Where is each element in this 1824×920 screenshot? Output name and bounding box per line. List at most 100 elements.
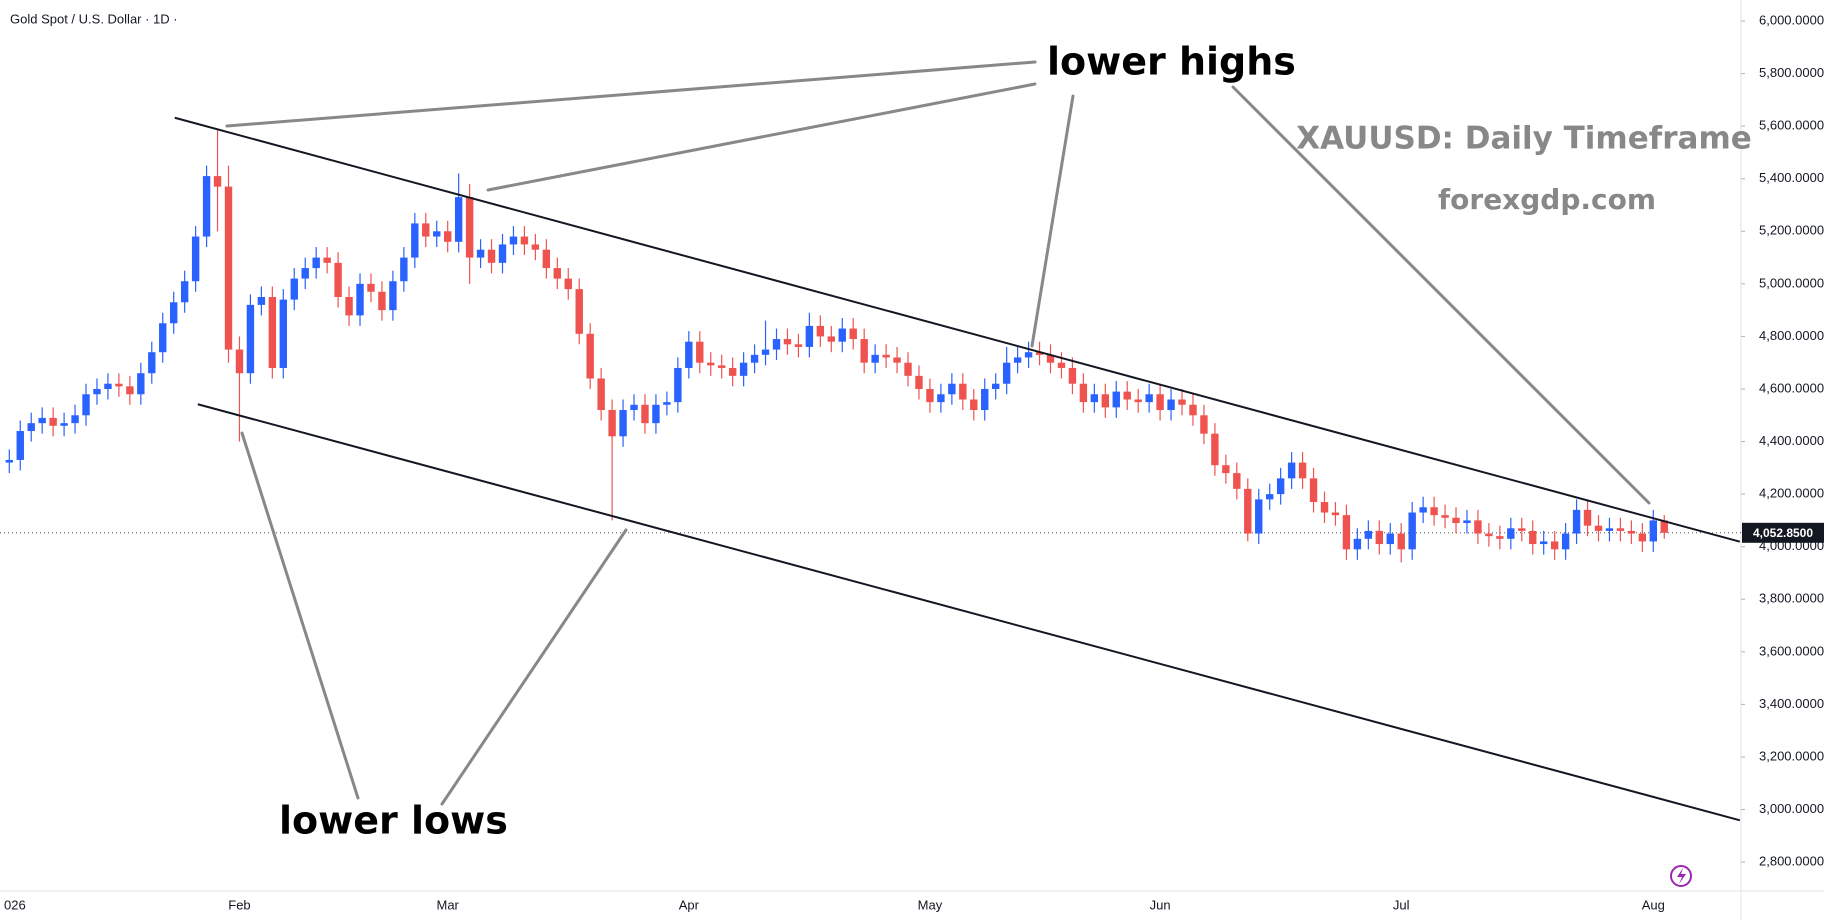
candle-body [93, 388, 101, 395]
x-tick-label: Jun [1150, 897, 1171, 912]
candle-body [1441, 515, 1449, 518]
pointer-line [440, 528, 628, 806]
candle-body [783, 339, 792, 345]
x-tick-label: Aug [1642, 897, 1665, 912]
candle-body [60, 423, 68, 426]
candle-body [115, 383, 123, 387]
pointer-line [1231, 85, 1651, 505]
y-tick-label: 5,600.0000 [1759, 118, 1824, 133]
candle-body [159, 323, 167, 353]
candle-body [761, 349, 770, 355]
candle-body [191, 236, 200, 282]
y-tick-label: 4,600.0000 [1759, 380, 1824, 395]
candle-body [400, 257, 408, 282]
candle-body [1189, 404, 1197, 416]
candle-body [1309, 478, 1318, 503]
candle-body [1529, 530, 1537, 545]
candle-body [575, 289, 583, 334]
candle-body [5, 459, 13, 463]
candle-body [915, 375, 923, 389]
candle-body [1134, 399, 1142, 403]
candle-body [1419, 507, 1427, 513]
candle-body [1331, 512, 1340, 516]
candle-body [641, 404, 649, 424]
candle-body [1079, 383, 1088, 403]
candle-body [926, 388, 934, 403]
candle-body [1550, 541, 1559, 550]
candle-body [1046, 354, 1055, 363]
candle-body [367, 283, 375, 292]
candle-body [750, 354, 759, 363]
pointer-line [225, 60, 1037, 128]
pointer-lines [225, 60, 1651, 806]
candle-body [1507, 528, 1515, 539]
candle-body [465, 197, 474, 258]
x-tick-label: May [918, 897, 943, 912]
y-tick-label: 5,200.0000 [1759, 223, 1824, 238]
candle-body [685, 341, 693, 368]
candle-body [27, 423, 35, 432]
candle-body [1342, 515, 1351, 550]
candle-body [652, 404, 660, 424]
candle-body [1638, 533, 1647, 542]
candle-body [1255, 499, 1263, 534]
candle-body [16, 431, 24, 460]
candle-body [1024, 352, 1033, 358]
candle-body [553, 268, 561, 279]
alert-circle[interactable] [1670, 865, 1692, 887]
x-tick-label: Apr [679, 897, 700, 912]
candle-body [323, 257, 331, 263]
candle-body [948, 383, 956, 395]
candle-body [104, 383, 112, 389]
candle-body [663, 402, 671, 405]
trend-line [197, 403, 1741, 822]
x-tick-label: Mar [437, 897, 460, 912]
candle-body [257, 297, 266, 305]
candle-body [1233, 473, 1241, 489]
candle-body [608, 410, 616, 437]
alert-bolt[interactable] [1677, 868, 1686, 884]
annotation: lower lows [279, 799, 508, 843]
y-tick-label: 4,200.0000 [1759, 486, 1824, 501]
candle-body [718, 365, 726, 368]
candle-body [1200, 415, 1208, 434]
candle-body [542, 249, 551, 269]
candle-body [696, 341, 704, 363]
candle-body [246, 304, 255, 374]
candle-body [597, 378, 605, 411]
candle-body [1002, 362, 1011, 384]
y-tick-label: 3,000.0000 [1759, 801, 1824, 816]
candle-body [772, 339, 781, 350]
candle-body [180, 281, 189, 303]
plot-area [0, 116, 1741, 822]
candle-body [1057, 362, 1066, 368]
candle-body [849, 328, 857, 340]
candle-body [1572, 509, 1581, 534]
candle-body [389, 281, 397, 311]
candle-body [1386, 533, 1394, 545]
candle-body [1090, 394, 1099, 403]
annotation: forexgdp.com [1438, 183, 1656, 216]
candle-body [312, 257, 320, 269]
candle-body [1145, 394, 1153, 403]
y-tick-label: 4,400.0000 [1759, 433, 1824, 448]
candle-body [1244, 488, 1252, 534]
candle-body [126, 386, 134, 395]
y-tick-label: 5,400.0000 [1759, 170, 1824, 185]
candle-body [860, 339, 868, 363]
candle-body [882, 354, 890, 358]
y-tick-label: 5,800.0000 [1759, 65, 1824, 80]
candle-body [619, 410, 627, 437]
candle-body [1605, 528, 1614, 531]
candle-body [356, 283, 364, 316]
candle-body [805, 325, 814, 347]
y-tick-label: 3,200.0000 [1759, 748, 1824, 763]
candle-body [827, 336, 835, 342]
candle-body [531, 244, 540, 250]
alert-icon[interactable] [1670, 865, 1692, 887]
candle-body [564, 278, 572, 290]
candle-body [1364, 530, 1373, 539]
candle-body [1320, 502, 1329, 513]
annotation: lower highs [1047, 40, 1296, 84]
